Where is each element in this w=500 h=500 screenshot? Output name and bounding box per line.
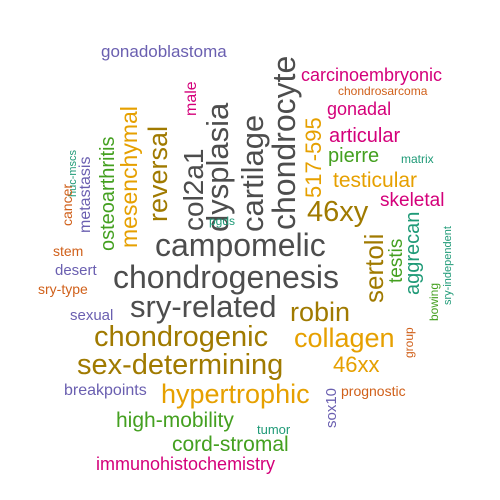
word-bowing: bowing (427, 282, 441, 321)
word-col2a1: col2a1 (178, 148, 209, 231)
word-testis: testis (386, 238, 407, 283)
word-high-mobility: high-mobility (116, 409, 234, 432)
word-46xy: 46xy (307, 196, 369, 228)
word-stem: stem (53, 243, 84, 259)
word-articular: articular (329, 125, 401, 147)
word-mesenchymal: mesenchymal (116, 106, 142, 248)
word-sertoli: sertoli (359, 233, 389, 303)
word-group: group (402, 327, 416, 358)
word-skeletal: skeletal (380, 190, 445, 211)
word-tumor: tumor (257, 422, 291, 437)
word-gonadal: gonadal (327, 99, 392, 119)
word-sexual: sexual (70, 307, 114, 324)
word-breakpoints: breakpoints (64, 382, 147, 399)
word-chondrocyte: chondrocyte (266, 55, 302, 230)
word-cord-stromal: cord-stromal (172, 433, 289, 456)
word-immunohistochemistry: immunohistochemistry (96, 454, 276, 474)
word-metastasis: metastasis (77, 156, 94, 233)
word-desert: desert (55, 262, 97, 279)
word-sox10: sox10 (323, 387, 340, 428)
word-46xx: 46xx (333, 352, 380, 377)
word-osteoarthritis: osteoarthritis (97, 136, 119, 252)
word-prognostic: prognostic (341, 383, 406, 399)
word-gonadoblastoma: gonadoblastoma (101, 42, 227, 61)
word-testicular: testicular (333, 169, 418, 192)
word-carcinoembryonic: carcinoembryonic (301, 65, 443, 85)
word-sry-independent: sry-independent (442, 226, 454, 305)
word-matrix: matrix (401, 152, 434, 166)
word-hypertrophic: hypertrophic (161, 379, 310, 409)
word-sry-type: sry-type (38, 281, 88, 297)
word-cancer: cancer (59, 183, 75, 226)
word-517-595: 517-595 (301, 117, 326, 198)
word-pgds: pgds (209, 214, 236, 228)
word-chondrogenesis: chondrogenesis (113, 259, 339, 295)
word-pierre: pierre (328, 145, 380, 167)
word-robin: robin (290, 297, 351, 327)
word-cartilage: cartilage (235, 114, 270, 232)
word-collagen: collagen (294, 323, 395, 353)
word-sex-determining: sex-determining (77, 349, 284, 381)
word-campomelic: campomelic (155, 227, 326, 263)
word-sry-related: sry-related (130, 289, 277, 324)
word-chondrogenic: chondrogenic (94, 321, 269, 353)
word-male: male (183, 81, 200, 116)
word-reversal: reversal (143, 125, 173, 222)
word-chondrosarcoma: chondrosarcoma (338, 84, 428, 98)
